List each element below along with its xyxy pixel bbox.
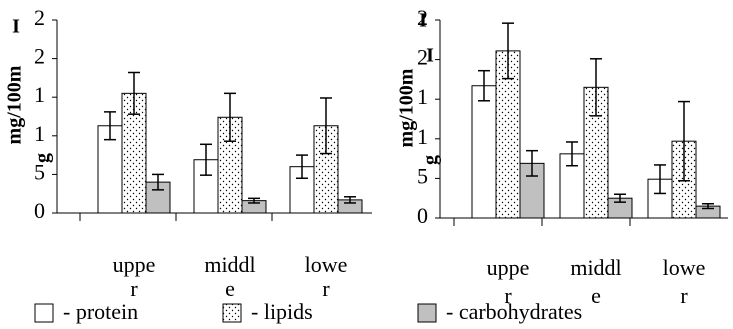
y-tick-label: 2 [34, 5, 45, 30]
x-tick-label: uppe [113, 252, 156, 277]
y-tick-label: 5 [417, 163, 428, 188]
x-tick-label: middl [570, 255, 621, 280]
x-tick-label: r [130, 276, 138, 301]
legend-label: - lipids [251, 299, 313, 324]
y-tick-label: 1 [34, 82, 45, 107]
y-tick-label: 0 [34, 198, 45, 223]
legend-label: - protein [63, 299, 138, 324]
legend-swatch [417, 303, 437, 323]
y-tick-label: 5 [34, 159, 45, 184]
y-tick-label: 2 [417, 45, 428, 70]
x-tick-label: e [225, 276, 235, 301]
y-axis-label: mg/100m [396, 68, 418, 147]
y-tick-label: 1 [34, 121, 45, 146]
y-tick-label: 2 [417, 5, 428, 30]
y-axis-label: I [12, 16, 20, 38]
x-tick-label: r [504, 283, 512, 308]
y-tick-label: 1 [417, 84, 428, 109]
legend-swatch [222, 303, 242, 323]
x-tick-label: uppe [487, 255, 530, 280]
y-axis-label: g [32, 153, 54, 163]
x-tick-label: middl [204, 252, 255, 277]
x-tick-label: r [680, 283, 688, 308]
y-axis-label: mg/100m [4, 65, 26, 144]
y-tick-label: 0 [417, 203, 428, 228]
legend-label: - carbohydrates [446, 299, 582, 324]
y-axis-label: I [426, 45, 434, 67]
bar [193, 159, 219, 214]
legend-swatch [34, 303, 54, 323]
x-tick-label: lowe [305, 252, 348, 277]
bar [471, 85, 497, 219]
y-axis-label: I [419, 10, 427, 32]
bar [495, 50, 521, 219]
y-tick-label: 1 [417, 124, 428, 149]
x-tick-label: r [322, 276, 330, 301]
y-axis-label: g [420, 155, 442, 165]
x-tick-label: e [591, 283, 601, 308]
x-tick-label: lowe [663, 255, 706, 280]
y-tick-label: 2 [34, 44, 45, 69]
